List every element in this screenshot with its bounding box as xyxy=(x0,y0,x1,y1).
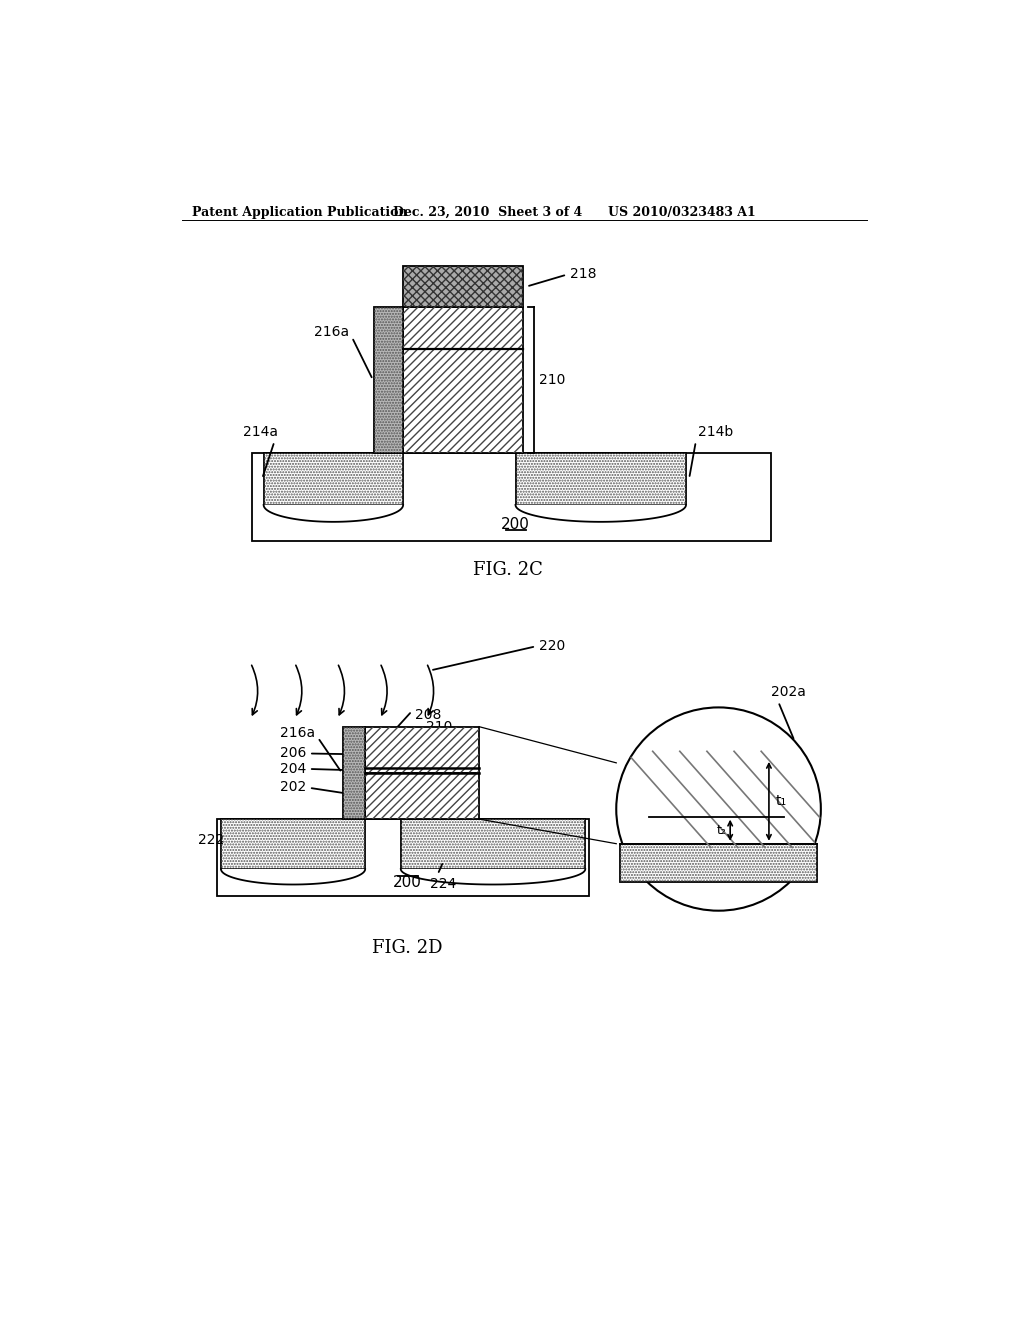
Text: 204: 204 xyxy=(280,762,360,776)
Bar xyxy=(366,774,479,818)
Text: Patent Application Publication: Patent Application Publication xyxy=(191,206,408,219)
Bar xyxy=(217,818,589,896)
Text: t₂: t₂ xyxy=(717,824,726,837)
Text: 200: 200 xyxy=(501,516,530,532)
Bar xyxy=(403,267,523,308)
Text: 202: 202 xyxy=(280,780,360,796)
Bar xyxy=(515,453,686,506)
Text: 206: 206 xyxy=(280,747,360,760)
Bar xyxy=(252,453,771,541)
Bar xyxy=(221,818,366,869)
Bar xyxy=(263,453,403,506)
Bar xyxy=(263,453,403,506)
Bar xyxy=(400,818,586,869)
Bar xyxy=(366,774,479,818)
Text: t₁: t₁ xyxy=(775,795,786,808)
Text: 208: 208 xyxy=(379,708,441,747)
Bar xyxy=(375,308,403,453)
Text: Dec. 23, 2010  Sheet 3 of 4: Dec. 23, 2010 Sheet 3 of 4 xyxy=(393,206,583,219)
Text: 210: 210 xyxy=(539,372,565,387)
Bar xyxy=(403,308,523,350)
Bar xyxy=(621,843,817,882)
Text: FIG. 2C: FIG. 2C xyxy=(473,561,543,579)
Text: 222: 222 xyxy=(198,833,224,846)
Text: 216a: 216a xyxy=(280,726,340,771)
Bar xyxy=(343,726,366,818)
Bar xyxy=(366,726,479,774)
Bar xyxy=(621,843,817,882)
Text: US 2010/0323483 A1: US 2010/0323483 A1 xyxy=(608,206,757,219)
Bar xyxy=(400,818,586,869)
Text: 200: 200 xyxy=(392,875,422,890)
Text: 224: 224 xyxy=(430,865,457,891)
Bar xyxy=(403,308,523,350)
Bar xyxy=(403,350,523,453)
Text: 220: 220 xyxy=(433,639,565,669)
Bar xyxy=(343,726,366,818)
Circle shape xyxy=(616,708,821,911)
Text: 214a: 214a xyxy=(243,425,278,477)
Bar xyxy=(366,726,479,774)
Bar xyxy=(221,818,366,869)
Bar xyxy=(403,350,523,453)
Bar xyxy=(403,267,523,308)
Bar xyxy=(515,453,686,506)
Bar xyxy=(375,308,403,453)
Text: 218: 218 xyxy=(529,267,596,286)
Text: 216a: 216a xyxy=(314,325,372,378)
Text: 210: 210 xyxy=(426,719,452,734)
Text: FIG. 2D: FIG. 2D xyxy=(372,939,442,957)
Text: 214b: 214b xyxy=(689,425,733,477)
Text: 202a: 202a xyxy=(771,685,806,738)
